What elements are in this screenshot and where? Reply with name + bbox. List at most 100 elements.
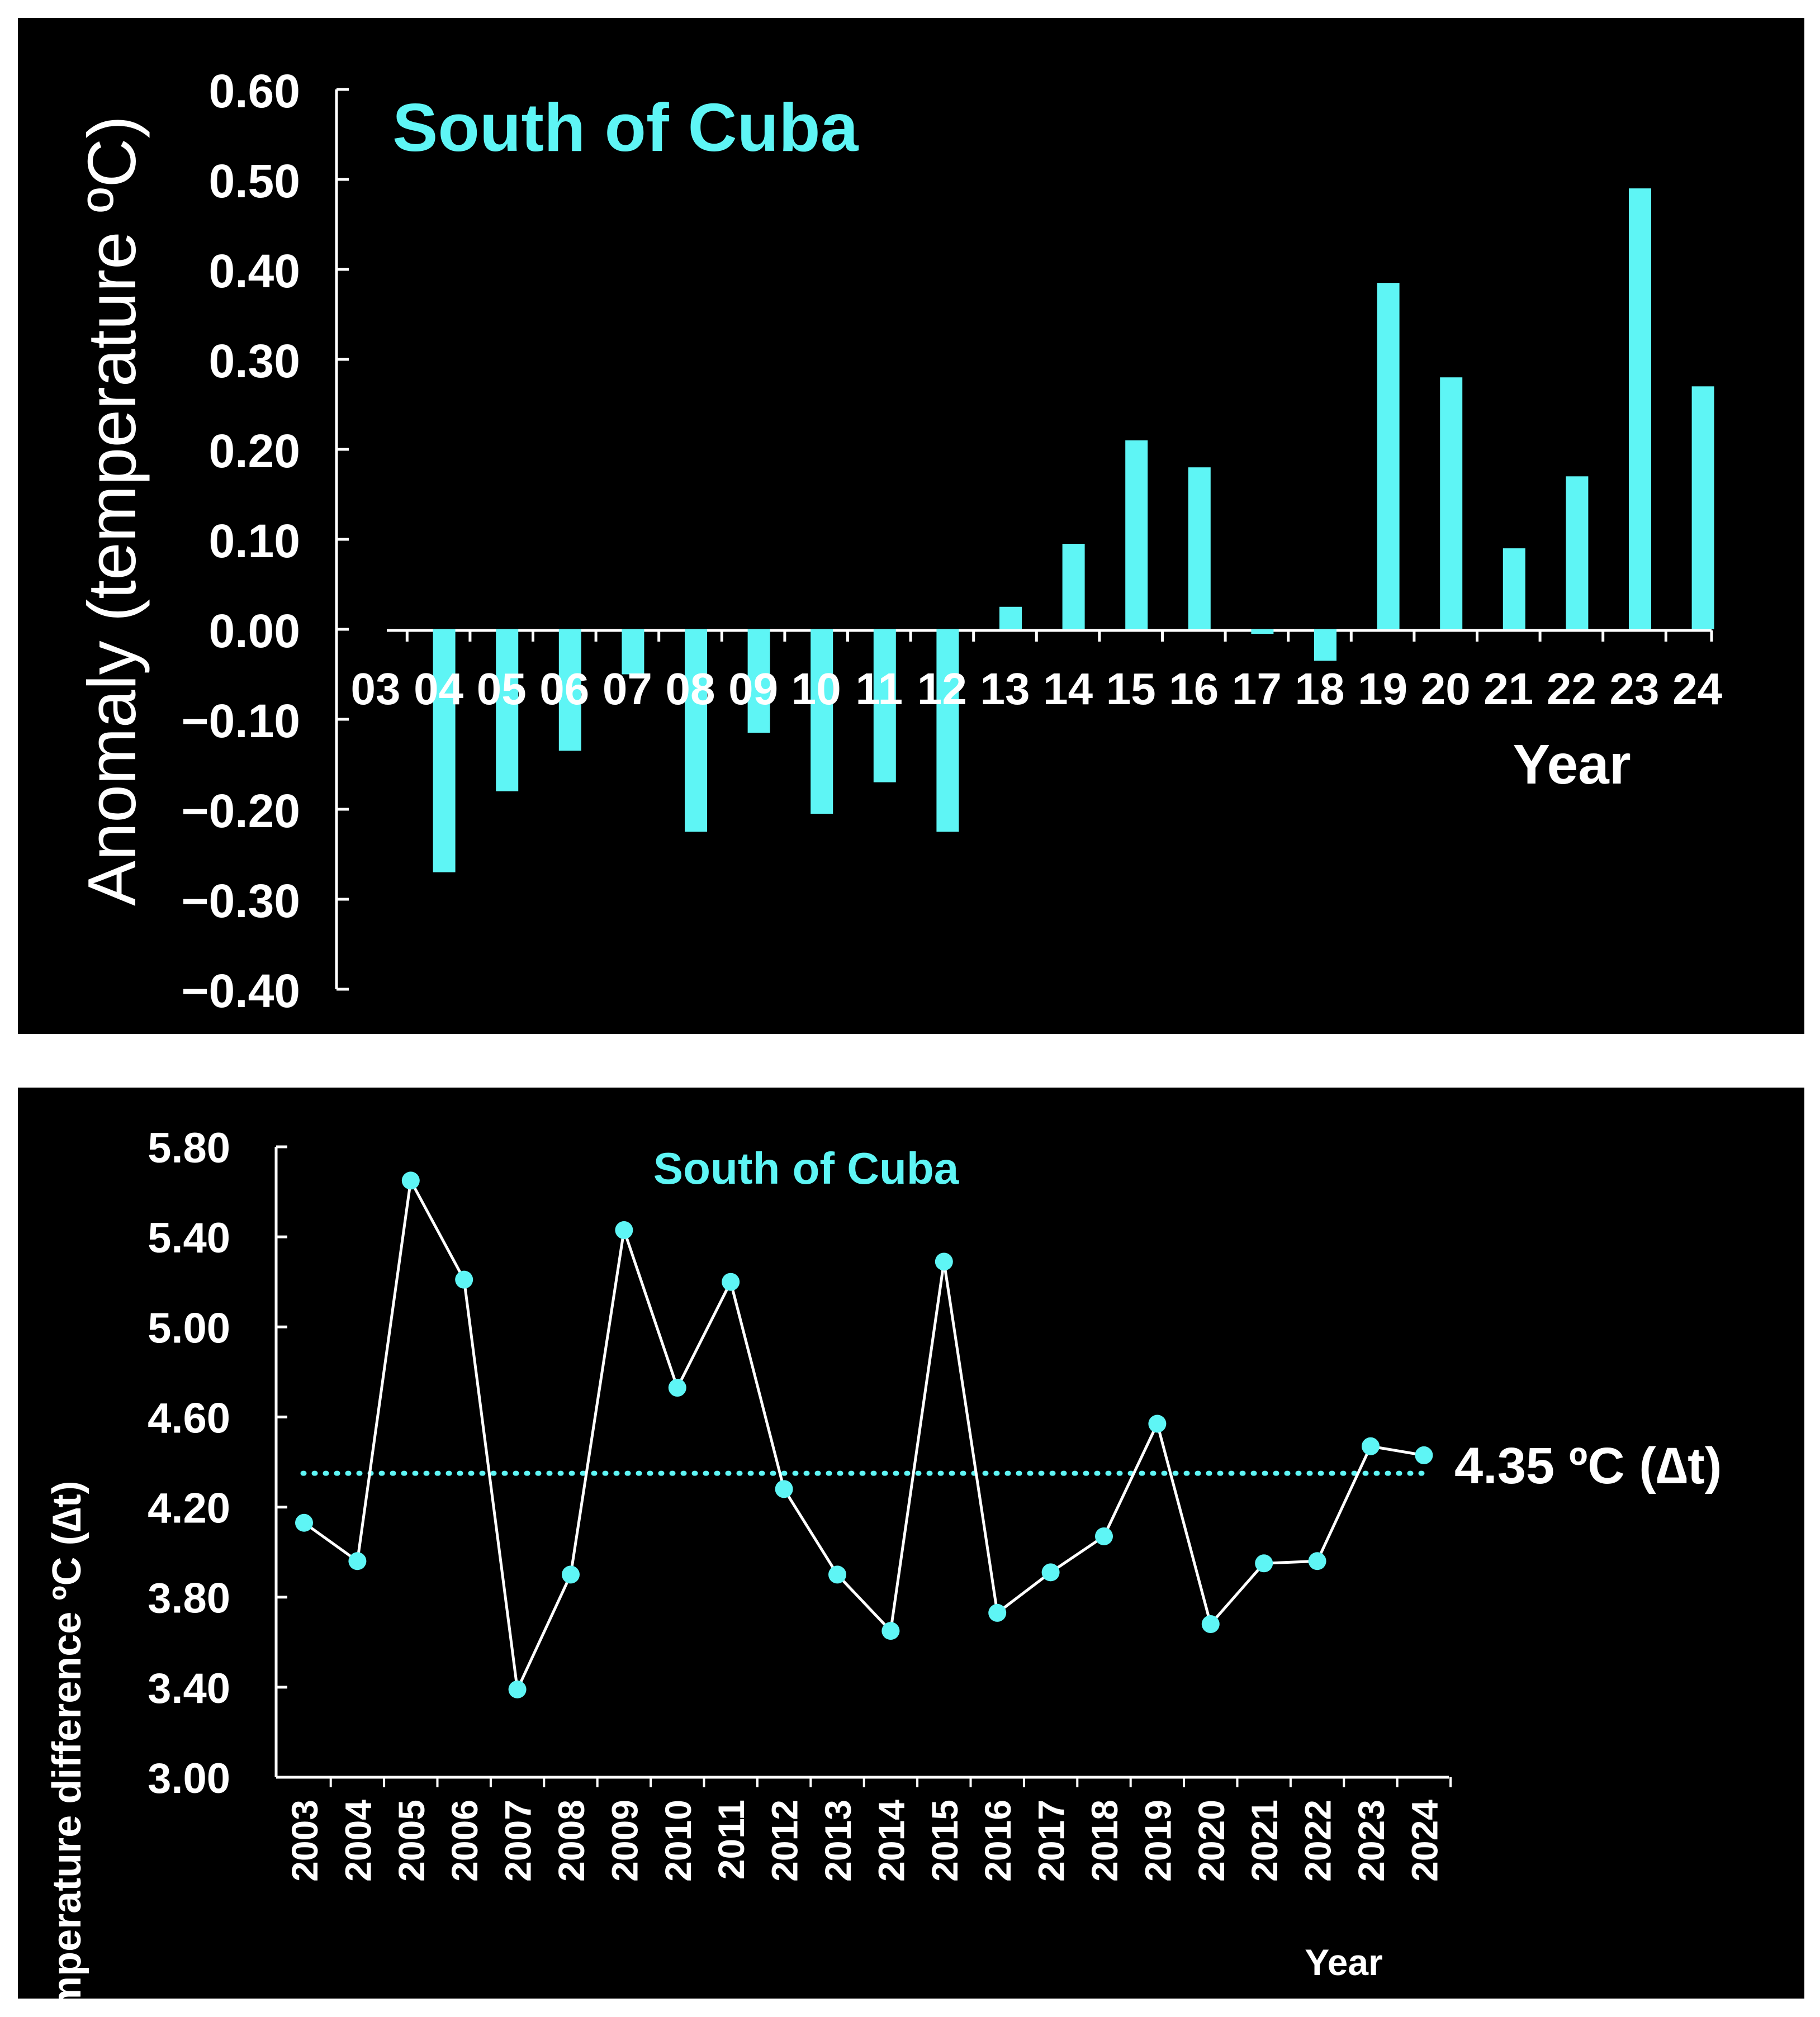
- y-tick-label: −0.30: [181, 875, 300, 927]
- y-tick-label: 3.00: [148, 1755, 230, 1802]
- x-tick-label: 2007: [497, 1800, 539, 1882]
- data-point-2014: [881, 1622, 900, 1640]
- temperature-difference-chart-panel: 5.80 5.40 5.00 4.60 4.20 3.80 3.40 3.00 2003 200…: [18, 1088, 1804, 1999]
- x-tick-label: 18: [1295, 664, 1345, 714]
- x-tick-label: 2013: [817, 1800, 859, 1882]
- bar-24: [1691, 386, 1714, 629]
- y-tick-label: 4.60: [148, 1394, 230, 1442]
- x-tick-label: 08: [666, 664, 715, 714]
- data-point-2003: [295, 1513, 313, 1532]
- y-tick-label: −0.20: [181, 785, 300, 837]
- data-point-2018: [1095, 1527, 1113, 1545]
- x-tick-label: 10: [791, 664, 841, 714]
- data-point-2009: [615, 1221, 633, 1240]
- x-tick-label: 2006: [444, 1800, 485, 1882]
- y-axis-label: Anomaly (temperature ºC): [74, 116, 150, 906]
- bar-20: [1440, 377, 1463, 629]
- bar-18: [1314, 629, 1336, 661]
- x-tick-label: 2003: [284, 1800, 325, 1882]
- y-tick-label: 0.10: [209, 515, 301, 567]
- x-tick-label: 2009: [604, 1800, 645, 1882]
- x-tick-label: 04: [414, 664, 463, 714]
- x-tick-label: 23: [1610, 664, 1660, 714]
- x-tick-label: 20: [1421, 664, 1471, 714]
- y-tick-label: 5.80: [148, 1124, 230, 1172]
- x-tick-label: 13: [980, 664, 1030, 714]
- bar-19: [1377, 283, 1400, 629]
- y-tick-label: 3.40: [148, 1665, 230, 1712]
- x-tick-label: 2005: [391, 1800, 432, 1882]
- x-tick-label: 2019: [1137, 1800, 1178, 1882]
- bar-10: [811, 629, 833, 814]
- x-tick-label: 11: [856, 664, 903, 714]
- bar-06: [558, 629, 581, 751]
- x-tick-label: 24: [1672, 664, 1722, 714]
- y-tick-label: −0.10: [181, 695, 300, 747]
- bar-22: [1566, 476, 1589, 629]
- x-tick-label: 05: [477, 664, 527, 714]
- bar-14: [1062, 544, 1085, 629]
- temperature-difference-line-chart: 5.80 5.40 5.00 4.60 4.20 3.80 3.40 3.00 2003 200…: [45, 1124, 1722, 1999]
- data-point-2016: [988, 1603, 1007, 1622]
- x-tick-label: 2016: [977, 1800, 1018, 1882]
- bar-15: [1125, 440, 1148, 629]
- x-tick-label: 2012: [764, 1800, 805, 1882]
- y-tick-label: 5.00: [148, 1304, 230, 1352]
- bar-13: [999, 606, 1022, 629]
- bar-16: [1188, 467, 1211, 629]
- x-tick-label: 19: [1358, 664, 1407, 714]
- data-point-2006: [455, 1270, 473, 1289]
- x-tick-label: 2011: [710, 1800, 752, 1880]
- data-point-2007: [508, 1680, 527, 1698]
- data-point-2023: [1362, 1437, 1380, 1455]
- y-tick-label: 3.80: [148, 1575, 230, 1622]
- data-point-2015: [935, 1252, 953, 1271]
- data-point-2022: [1308, 1552, 1326, 1570]
- data-point-2024: [1415, 1446, 1433, 1464]
- y-tick-label: 5.40: [148, 1214, 230, 1262]
- x-tick-label: 21: [1484, 664, 1533, 714]
- y-tick-label: 0.50: [209, 155, 301, 207]
- data-point-2019: [1148, 1415, 1167, 1433]
- y-tick-label: 0.60: [209, 65, 301, 117]
- data-point-2008: [562, 1565, 580, 1584]
- chart-title: South of Cuba: [653, 1143, 959, 1193]
- x-tick-label: 16: [1169, 664, 1219, 714]
- y-tick-label: 0.00: [209, 605, 301, 657]
- data-point-2012: [775, 1480, 793, 1498]
- data-point-2005: [401, 1171, 420, 1190]
- bar-23: [1629, 188, 1651, 630]
- data-point-2021: [1255, 1554, 1273, 1573]
- reference-line-label: 4.35 ºC (∆t): [1454, 1437, 1722, 1494]
- data-point-2017: [1041, 1563, 1060, 1582]
- x-axis-label: Year: [1513, 733, 1631, 796]
- chart-title: South of Cuba: [392, 89, 859, 165]
- y-tick-label: 4.20: [148, 1485, 230, 1532]
- bar-11: [873, 629, 896, 782]
- x-tick-label: 06: [539, 664, 589, 714]
- anomaly-chart-panel: 0.60 0.50 0.40 0.30 0.20 0.10 0.00 −0.10 −0.20 −0…: [18, 18, 1804, 1034]
- y-axis-label: Temperature difference ºC (∆t): [45, 1480, 89, 1999]
- y-tick-label: 0.20: [209, 425, 301, 477]
- x-tick-label: 07: [603, 664, 652, 714]
- data-point-2004: [348, 1552, 367, 1570]
- x-tick-label: 17: [1232, 664, 1282, 714]
- data-point-2020: [1201, 1615, 1220, 1634]
- y-tick-label: 0.30: [209, 335, 301, 387]
- series-line: [303, 1176, 1424, 1695]
- x-axis-label: Year: [1305, 1942, 1382, 1983]
- data-point-2013: [828, 1565, 846, 1584]
- x-tick-label: 2024: [1404, 1800, 1445, 1882]
- y-tick-label: 0.40: [209, 245, 301, 297]
- x-tick-label: 03: [351, 664, 401, 714]
- bar-21: [1503, 548, 1525, 629]
- anomaly-bar-chart: 0.60 0.50 0.40 0.30 0.20 0.10 0.00 −0.10 −0.20 −0…: [74, 65, 1723, 1017]
- x-tick-label: 2008: [551, 1800, 592, 1882]
- x-tick-label: 14: [1043, 664, 1093, 714]
- x-tick-label: 12: [917, 664, 967, 714]
- data-point-2010: [668, 1379, 686, 1397]
- x-tick-label: 2023: [1350, 1800, 1392, 1882]
- data-point-2011: [722, 1273, 740, 1291]
- x-tick-label: 2004: [337, 1800, 378, 1882]
- x-tick-label: 09: [728, 664, 778, 714]
